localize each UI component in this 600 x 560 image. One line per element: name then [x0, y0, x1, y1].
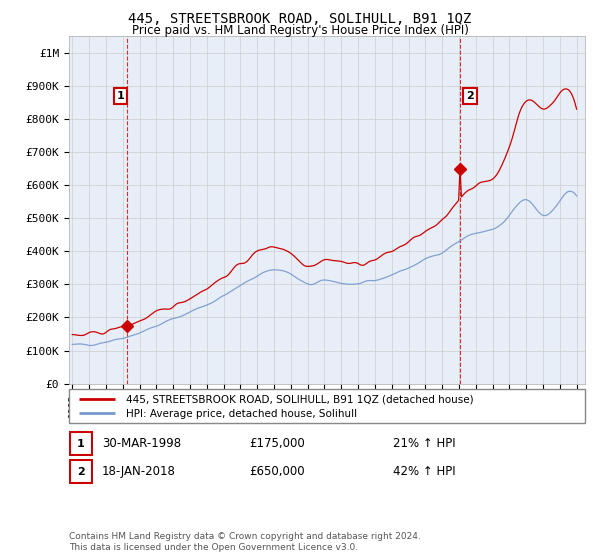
Text: 1: 1 — [77, 439, 85, 449]
Text: Contains HM Land Registry data © Crown copyright and database right 2024.
This d: Contains HM Land Registry data © Crown c… — [69, 532, 421, 552]
FancyBboxPatch shape — [70, 460, 92, 483]
Text: HPI: Average price, detached house, Solihull: HPI: Average price, detached house, Soli… — [126, 409, 357, 419]
Text: 42% ↑ HPI: 42% ↑ HPI — [393, 465, 455, 478]
Text: £175,000: £175,000 — [249, 437, 305, 450]
Text: 1: 1 — [116, 91, 124, 101]
FancyBboxPatch shape — [69, 389, 585, 423]
Text: 445, STREETSBROOK ROAD, SOLIHULL, B91 1QZ (detached house): 445, STREETSBROOK ROAD, SOLIHULL, B91 1Q… — [126, 394, 473, 404]
Text: 2: 2 — [466, 91, 474, 101]
FancyBboxPatch shape — [70, 432, 92, 455]
Text: 18-JAN-2018: 18-JAN-2018 — [102, 465, 176, 478]
Text: 21% ↑ HPI: 21% ↑ HPI — [393, 437, 455, 450]
Text: Price paid vs. HM Land Registry's House Price Index (HPI): Price paid vs. HM Land Registry's House … — [131, 24, 469, 36]
Text: 2: 2 — [77, 467, 85, 477]
Text: 445, STREETSBROOK ROAD, SOLIHULL, B91 1QZ: 445, STREETSBROOK ROAD, SOLIHULL, B91 1Q… — [128, 12, 472, 26]
Text: £650,000: £650,000 — [249, 465, 305, 478]
Text: 30-MAR-1998: 30-MAR-1998 — [102, 437, 181, 450]
